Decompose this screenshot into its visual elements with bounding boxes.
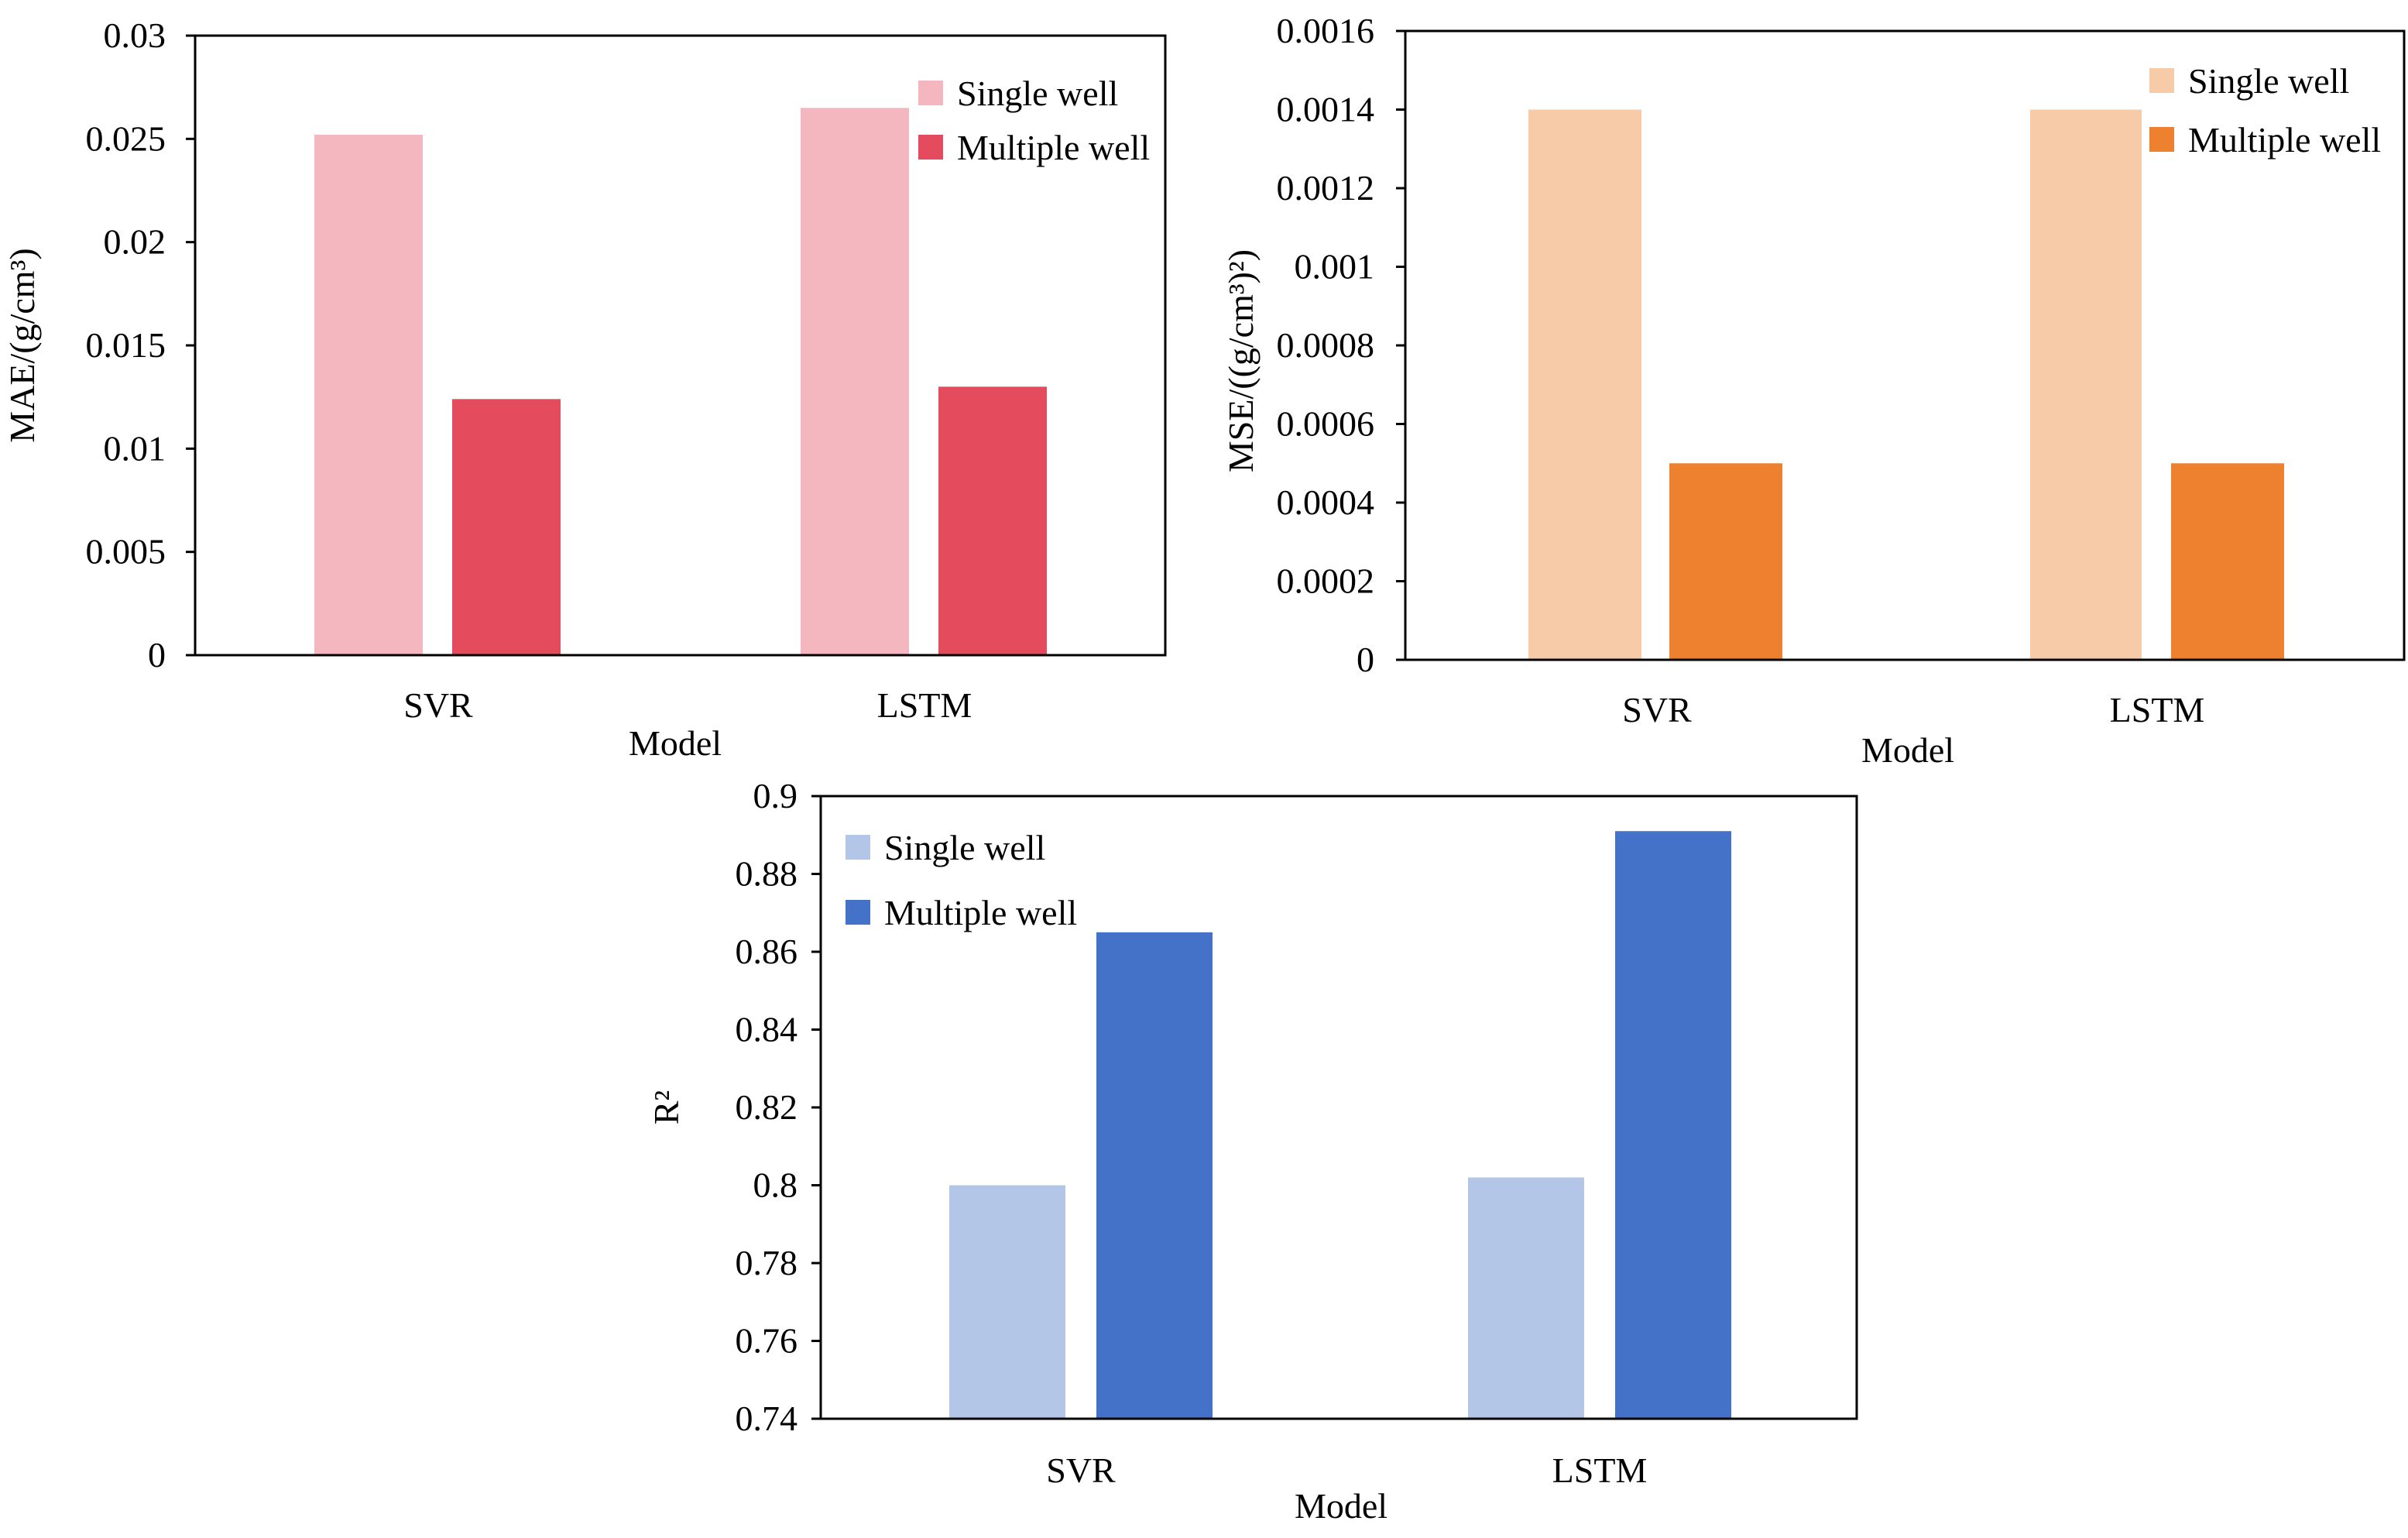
r2-category-label: SVR xyxy=(1046,1450,1116,1490)
mse-category-label: SVR xyxy=(1622,690,1692,730)
mse-legend-label-multiple-well: Multiple well xyxy=(2188,120,2381,160)
mse-ytick-label: 0.0016 xyxy=(1277,11,1375,50)
r2-ytick-label: 0.74 xyxy=(736,1399,798,1438)
mae-bar-svr-multiple-well xyxy=(452,399,561,655)
mae-category-label: LSTM xyxy=(877,685,972,725)
mse-bar-svr-multiple-well xyxy=(1669,463,1782,660)
r2-bar-lstm-single-well xyxy=(1468,1177,1584,1419)
r2-ytick-label: 0.82 xyxy=(736,1087,798,1127)
mae-bar-chart: 0 0.005 0.01 0.015 0.02 0.025 0.03 SVR LSTM Model… xyxy=(2,15,1167,763)
r2-chart-panel: 0.74 0.76 0.78 0.8 0.82 0.84 0.86 0.88 0.9 SVR LST… xyxy=(604,767,1874,1538)
r2-bar-chart: 0.74 0.76 0.78 0.8 0.82 0.84 0.86 0.88 0.9 SVR LST… xyxy=(647,776,1858,1526)
mae-bar-svr-single-well xyxy=(314,135,423,655)
mse-y-axis-title: MSE/((g/cm³)²) xyxy=(1221,249,1261,472)
mse-bar-lstm-single-well xyxy=(2030,109,2142,660)
mae-ytick-label: 0.01 xyxy=(104,428,166,468)
mae-legend-swatch-multiple-well xyxy=(918,135,943,160)
r2-bar-svr-multiple-well xyxy=(1096,932,1213,1419)
mse-bar-svr-single-well xyxy=(1528,109,1641,660)
r2-ytick-label: 0.88 xyxy=(736,854,798,894)
mse-legend-swatch-multiple-well xyxy=(2149,127,2174,152)
r2-ytick-label: 0.76 xyxy=(736,1321,798,1361)
mse-ytick-label: 0.0002 xyxy=(1277,561,1375,601)
mse-category-label: LSTM xyxy=(2110,690,2205,730)
mse-bar-lstm-multiple-well xyxy=(2171,463,2284,660)
mae-chart-panel: 0 0.005 0.01 0.015 0.02 0.025 0.03 SVR LSTM Model… xyxy=(0,0,1208,774)
mse-ytick-label: 0.0008 xyxy=(1277,325,1375,365)
mse-ytick-label: 0.001 xyxy=(1295,247,1375,287)
mae-x-axis-title: Model xyxy=(629,723,722,763)
mse-bar-chart: 0 0.0002 0.0004 0.0006 0.0008 0.001 0.0012 0.00… xyxy=(1221,11,2406,770)
r2-ytick-label: 0.84 xyxy=(736,1010,798,1049)
mae-bar-lstm-single-well xyxy=(801,108,909,656)
r2-legend-label-single-well: Single well xyxy=(884,828,1045,867)
mse-ytick-label: 0.0014 xyxy=(1277,90,1375,129)
r2-ytick-label: 0.8 xyxy=(753,1166,798,1205)
mae-ytick-label: 0.005 xyxy=(86,532,166,572)
mse-legend-label-single-well: Single well xyxy=(2188,61,2349,101)
r2-ytick-label: 0.9 xyxy=(753,776,798,815)
mse-x-axis-title: Model xyxy=(1861,730,1954,770)
r2-bar-svr-single-well xyxy=(949,1185,1065,1419)
mse-ytick-label: 0 xyxy=(1357,640,1374,679)
r2-category-label: LSTM xyxy=(1552,1450,1648,1490)
r2-legend-label-multiple-well: Multiple well xyxy=(884,893,1077,932)
mae-category-label: SVR xyxy=(403,685,473,725)
r2-x-axis-title: Model xyxy=(1295,1486,1388,1526)
mae-bar-lstm-multiple-well xyxy=(938,386,1047,655)
mse-legend-swatch-single-well xyxy=(2149,68,2174,93)
mae-legend-swatch-single-well xyxy=(918,81,943,105)
mae-ytick-label: 0 xyxy=(148,635,166,675)
mse-chart-panel: 0 0.0002 0.0004 0.0006 0.0008 0.001 0.0012 0.00… xyxy=(1208,0,2408,774)
mae-y-axis-title: MAE/(g/cm³) xyxy=(2,248,42,442)
mse-ytick-label: 0.0006 xyxy=(1277,404,1375,444)
r2-legend-swatch-multiple-well xyxy=(846,900,870,925)
r2-bar-lstm-multiple-well xyxy=(1615,831,1731,1419)
mae-ytick-label: 0.025 xyxy=(86,118,166,158)
r2-ytick-label: 0.78 xyxy=(736,1243,798,1282)
mae-ytick-label: 0.03 xyxy=(104,15,166,55)
r2-y-axis-title: R² xyxy=(647,1090,686,1124)
mae-legend-label-single-well: Single well xyxy=(957,74,1118,113)
r2-legend-swatch-single-well xyxy=(846,835,870,860)
r2-ytick-label: 0.86 xyxy=(736,932,798,971)
mse-ytick-label: 0.0012 xyxy=(1277,168,1375,208)
mae-legend-label-multiple-well: Multiple well xyxy=(957,128,1150,167)
mse-ytick-label: 0.0004 xyxy=(1277,482,1375,522)
mae-ytick-label: 0.02 xyxy=(104,222,166,262)
mae-ytick-label: 0.015 xyxy=(86,325,166,365)
